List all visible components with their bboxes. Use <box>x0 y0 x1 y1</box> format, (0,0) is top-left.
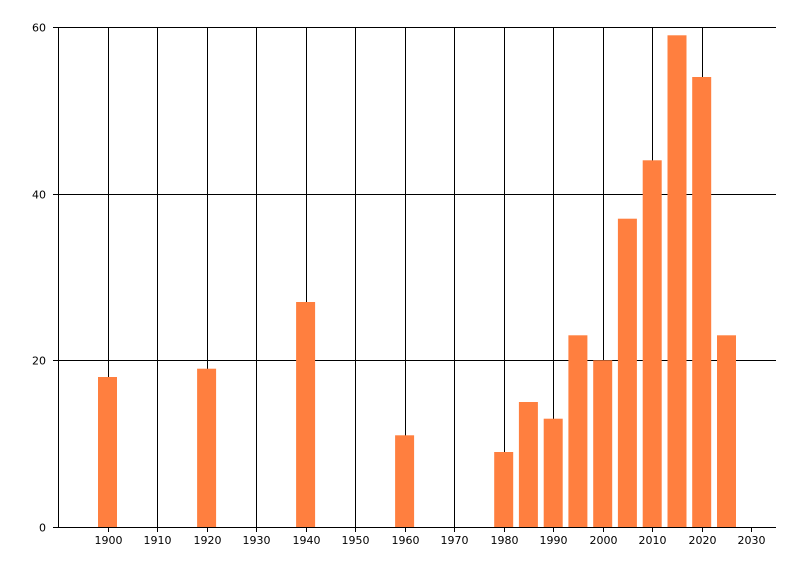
x-tick-label: 1940 <box>293 534 321 547</box>
x-tick-label: 2000 <box>590 534 618 547</box>
bar <box>494 452 514 527</box>
x-tick-label: 1960 <box>392 534 420 547</box>
x-tick-label: 2010 <box>639 534 667 547</box>
bar <box>692 77 712 527</box>
bar <box>717 335 736 527</box>
bar <box>518 402 538 527</box>
x-tick-label: 1980 <box>491 534 519 547</box>
x-tick-label: 2020 <box>689 534 717 547</box>
bar <box>568 335 588 527</box>
bar <box>543 418 563 527</box>
bar <box>98 377 117 527</box>
x-tick-label: 1900 <box>95 534 123 547</box>
bar <box>642 160 662 528</box>
y-tick-label: 20 <box>32 355 46 368</box>
x-tick-label: 2030 <box>738 534 766 547</box>
bar <box>395 435 415 527</box>
bar <box>667 35 687 528</box>
y-axis-ticks: 0 20 40 60 <box>32 22 58 535</box>
x-tick-label: 1950 <box>342 534 370 547</box>
x-tick-label: 1990 <box>540 534 568 547</box>
bars-layer <box>98 35 736 528</box>
bar <box>593 360 613 527</box>
x-axis-ticks: 1900 1910 1920 1930 1940 1950 1960 1970 1980 1990… <box>95 527 766 547</box>
bar <box>617 218 637 527</box>
x-tick-label: 1910 <box>144 534 172 547</box>
y-tick-label: 0 <box>39 522 46 535</box>
y-tick-label: 60 <box>32 22 46 35</box>
y-tick-label: 40 <box>32 189 46 202</box>
bar <box>197 368 217 527</box>
x-tick-label: 1920 <box>194 534 222 547</box>
x-tick-label: 1930 <box>243 534 271 547</box>
bar <box>296 302 316 527</box>
x-tick-label: 1970 <box>441 534 469 547</box>
axes-layer <box>58 27 776 528</box>
